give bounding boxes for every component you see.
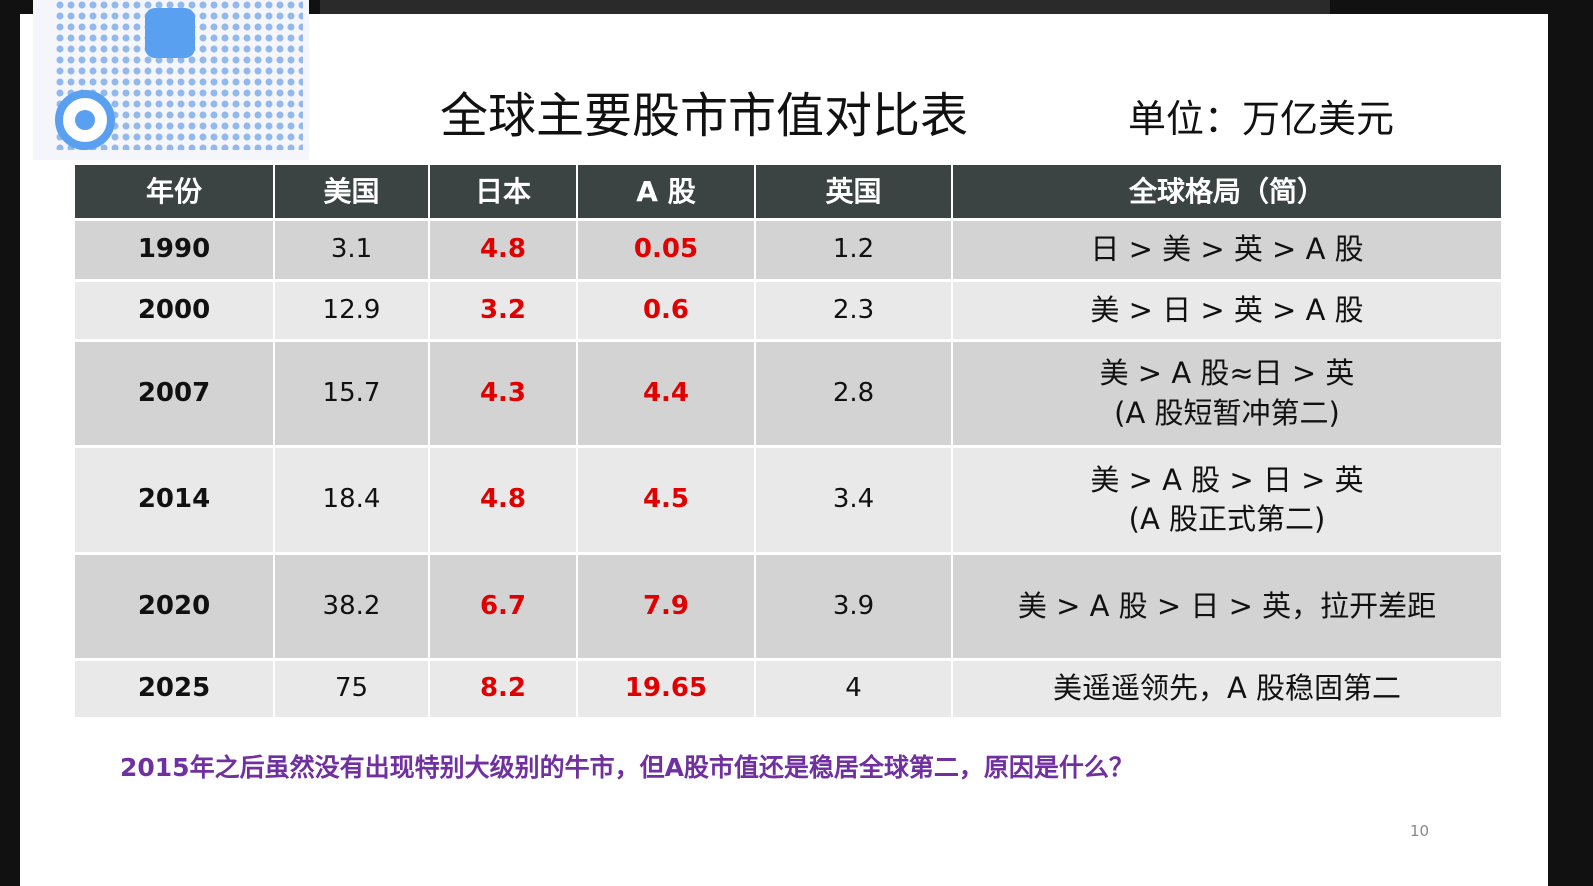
cell-text: 美遥遥领先，A 股稳固第二: [1052, 671, 1402, 706]
table-cell: 美遥遥领先，A 股稳固第二: [953, 661, 1503, 720]
table-cell: 4: [756, 661, 953, 720]
table-cell: 美 > 日 > 英 > A 股: [953, 282, 1503, 342]
cell-text: 2025: [137, 673, 211, 704]
cell-text: 1990: [137, 234, 211, 265]
table-cell: 75: [275, 661, 430, 720]
unit-label: 单位：万亿美元: [1128, 97, 1395, 141]
table-cell: 3.1: [275, 221, 430, 282]
table-cell: 38.2: [275, 555, 430, 661]
page-number: 10: [1410, 822, 1430, 840]
header-cell: 全球格局（简）: [953, 165, 1503, 221]
cell-text: 年份: [145, 174, 202, 208]
qr-code: [33, 0, 309, 160]
cell-text: 1.2: [832, 234, 875, 265]
cell-text: 2007: [137, 377, 211, 408]
cell-text: 4.8: [479, 484, 527, 515]
cell-text: 美 > 日 > 英 > A 股: [1090, 292, 1364, 327]
header-cell: 英国: [756, 165, 953, 221]
table-cell: 4.8: [430, 221, 578, 282]
table-cell: 美 > A 股≈日 > 英 (A 股短暂冲第二): [953, 342, 1503, 448]
header-cell: 美国: [275, 165, 430, 221]
cell-text: 3.2: [479, 294, 527, 325]
cell-text: (A 股短暂冲第二): [1114, 395, 1340, 430]
cell-text: 7.9: [642, 590, 690, 621]
cell-text: 4.5: [642, 484, 690, 515]
cell-text: 8.2: [479, 673, 527, 704]
table-cell: 3.4: [756, 448, 953, 555]
cell-text: 2.3: [832, 294, 875, 325]
cell-text: 2.8: [832, 377, 875, 408]
table-cell: 2007: [75, 342, 275, 448]
cell-text: 2020: [137, 590, 211, 621]
table-cell: 1.2: [756, 221, 953, 282]
cell-text: 19.65: [624, 673, 708, 704]
table-cell: 6.7: [430, 555, 578, 661]
cell-text: 美 > A 股 > 日 > 英: [1090, 462, 1364, 497]
cell-text: A 股: [636, 174, 696, 208]
cell-text: 0.6: [642, 294, 690, 325]
table-cell: 3.2: [430, 282, 578, 342]
cell-text: 美 > A 股≈日 > 英: [1099, 356, 1355, 391]
header-cell: 日本: [430, 165, 578, 221]
cell-text: 日本: [474, 174, 531, 208]
table-cell: 4.5: [578, 448, 756, 555]
cell-text: 15.7: [322, 377, 381, 408]
table-cell: 2014: [75, 448, 275, 555]
table-cell: 美 > A 股 > 日 > 英 (A 股正式第二): [953, 448, 1503, 555]
cell-text: 英国: [825, 174, 882, 208]
table-cell: 1990: [75, 221, 275, 282]
table-cell: 12.9: [275, 282, 430, 342]
qr-pattern: [53, 0, 303, 150]
cell-text: 4.8: [479, 234, 527, 265]
table-cell: 0.6: [578, 282, 756, 342]
table-cell: 15.7: [275, 342, 430, 448]
table-cell: 4.4: [578, 342, 756, 448]
video-bar: [320, 0, 1330, 14]
table-cell: 18.4: [275, 448, 430, 555]
table-cell: 4.8: [430, 448, 578, 555]
cell-text: 12.9: [322, 294, 381, 325]
cell-text: 日 > 美 > 英 > A 股: [1090, 232, 1364, 267]
cell-text: 全球格局（简）: [1128, 174, 1325, 208]
cell-text: 4.4: [642, 377, 690, 408]
table-cell: 19.65: [578, 661, 756, 720]
table-cell: 2000: [75, 282, 275, 342]
cell-text: (A 股正式第二): [1128, 502, 1326, 536]
table-cell: 美 > A 股 > 日 > 英，拉开差距: [953, 555, 1503, 661]
cell-text: 4.3: [479, 377, 527, 408]
cell-text: 3.4: [832, 484, 875, 515]
cell-text: 18.4: [322, 484, 381, 515]
header-cell: 年份: [75, 165, 275, 221]
cell-text: 4: [845, 673, 862, 704]
cell-text: 美 > A 股 > 日 > 英，拉开差距: [1017, 588, 1437, 623]
cell-text: 2014: [137, 484, 211, 515]
cell-text: 75: [334, 673, 369, 704]
cell-text: 3.9: [832, 590, 875, 621]
cell-text: 美国: [323, 174, 380, 208]
slide-title: 全球主要股市市值对比表: [440, 88, 969, 144]
table-cell: 2025: [75, 661, 275, 720]
cell-text: 3.1: [330, 234, 373, 265]
table-cell: 8.2: [430, 661, 578, 720]
cell-text: 6.7: [479, 590, 527, 621]
header-cell: A 股: [578, 165, 756, 221]
table-cell: 2.8: [756, 342, 953, 448]
table-cell: 日 > 美 > 英 > A 股: [953, 221, 1503, 282]
table-cell: 2020: [75, 555, 275, 661]
cell-text: 38.2: [322, 590, 381, 621]
table-cell: 3.9: [756, 555, 953, 661]
table-cell: 7.9: [578, 555, 756, 661]
cell-text: 2000: [137, 294, 211, 325]
question: 2015年之后虽然没有出现特别大级别的牛市，但A股市值还是稳居全球第二，原因是什…: [120, 753, 1134, 782]
table-cell: 4.3: [430, 342, 578, 448]
table-cell: 0.05: [578, 221, 756, 282]
table-cell: 2.3: [756, 282, 953, 342]
cell-text: 0.05: [633, 234, 699, 265]
